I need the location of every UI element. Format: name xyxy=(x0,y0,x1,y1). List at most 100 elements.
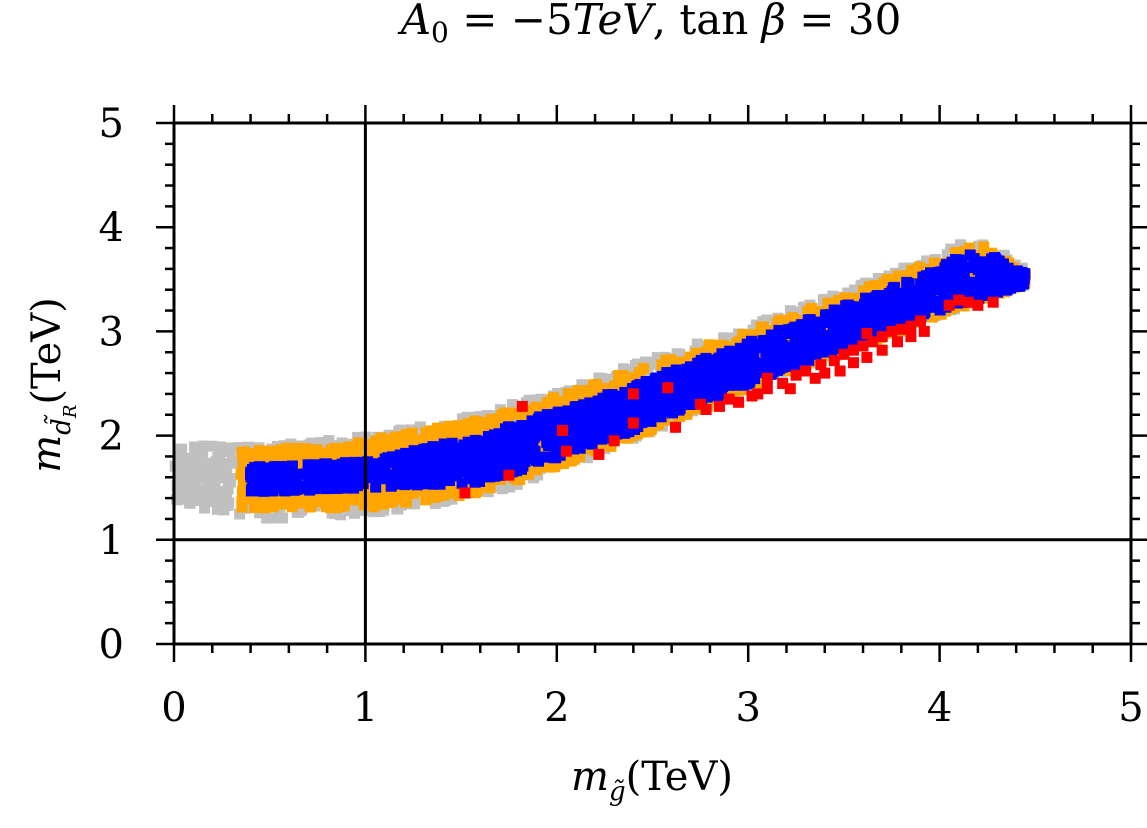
blue-point xyxy=(589,408,601,420)
blue-point xyxy=(691,381,703,392)
orange-point xyxy=(911,268,923,280)
gray-point xyxy=(222,500,234,511)
gray-point xyxy=(213,454,225,466)
gray-point xyxy=(618,363,629,375)
blue-point xyxy=(995,271,1007,283)
blue-point xyxy=(604,404,616,416)
y-axis-label-group: md̃R(TeV) xyxy=(24,297,81,473)
orange-point xyxy=(335,443,347,455)
red-point xyxy=(905,320,917,332)
blue-point xyxy=(540,451,552,463)
blue-point xyxy=(568,443,580,455)
blue-point xyxy=(484,470,496,481)
orange-point xyxy=(523,468,534,480)
gray-point xyxy=(856,279,868,291)
gray-point xyxy=(496,483,508,495)
orange-point xyxy=(864,281,875,293)
blue-point xyxy=(613,421,624,432)
blue-point xyxy=(532,429,544,441)
blue-point xyxy=(955,260,967,272)
orange-point xyxy=(294,457,306,469)
blue-point xyxy=(557,437,569,449)
orange-point xyxy=(292,442,304,454)
red-point xyxy=(627,417,639,429)
red-point xyxy=(752,388,764,400)
gray-point xyxy=(294,505,306,517)
blue-point xyxy=(501,434,512,446)
orange-point xyxy=(310,490,322,502)
orange-point xyxy=(461,431,473,442)
gray-point xyxy=(199,462,211,474)
orange-point xyxy=(552,398,564,410)
blue-point xyxy=(372,472,384,484)
gray-point xyxy=(576,379,588,391)
blue-point xyxy=(635,387,647,399)
blue-point xyxy=(625,398,637,410)
orange-point xyxy=(353,437,364,449)
red-point xyxy=(905,331,917,343)
orange-point xyxy=(525,461,537,473)
blue-point xyxy=(470,467,482,478)
blue-point xyxy=(857,319,869,331)
orange-point xyxy=(363,438,375,450)
blue-point xyxy=(420,478,432,490)
blue-point xyxy=(487,448,499,460)
orange-point xyxy=(424,425,436,437)
blue-point xyxy=(642,403,654,414)
blue-point xyxy=(277,482,289,494)
blue-point xyxy=(931,284,943,296)
red-point xyxy=(809,372,821,384)
orange-point xyxy=(268,447,280,459)
blue-point xyxy=(915,278,927,290)
x-tick-label: 1 xyxy=(353,685,378,731)
orange-point xyxy=(372,436,384,448)
blue-point xyxy=(302,459,314,471)
blue-point xyxy=(731,378,743,390)
blue-point xyxy=(798,326,810,338)
blue-point xyxy=(497,456,508,467)
orange-point xyxy=(452,420,464,432)
blue-point xyxy=(811,316,823,328)
blue-point xyxy=(411,479,423,491)
orange-point xyxy=(580,389,592,401)
y-tick-label: 4 xyxy=(99,205,124,251)
blue-point xyxy=(501,425,513,437)
blue-point xyxy=(486,455,498,467)
blue-point xyxy=(434,478,446,490)
red-point xyxy=(848,344,859,356)
gray-point xyxy=(898,262,910,274)
orange-point xyxy=(737,329,749,341)
blue-point xyxy=(393,475,405,487)
blue-point xyxy=(824,309,836,321)
orange-point xyxy=(690,348,702,360)
red-point xyxy=(895,323,907,335)
blue-point xyxy=(966,280,978,292)
red-point xyxy=(828,355,840,367)
blue-point xyxy=(260,464,272,476)
blue-point xyxy=(456,477,468,489)
blue-point xyxy=(460,462,472,473)
blue-point xyxy=(673,404,685,416)
blue-point xyxy=(540,422,552,434)
gray-point xyxy=(172,494,184,506)
blue-point xyxy=(533,421,545,433)
blue-point xyxy=(918,308,930,320)
blue-point xyxy=(254,480,266,492)
gray-point xyxy=(172,473,184,485)
gray-point xyxy=(643,357,655,369)
blue-point xyxy=(812,333,824,345)
chart-title: A0 = −5TeV, tan β = 30 xyxy=(397,0,902,49)
blue-point xyxy=(733,372,745,384)
blue-point xyxy=(531,454,542,466)
y-tick-label: 2 xyxy=(99,414,124,460)
blue-point xyxy=(582,412,594,424)
gray-point xyxy=(214,446,226,458)
blue-point xyxy=(508,441,520,453)
gray-point xyxy=(209,475,221,486)
blue-point xyxy=(983,260,995,271)
blue-point xyxy=(713,376,725,388)
blue-point xyxy=(348,477,360,489)
orange-point xyxy=(243,493,255,504)
blue-point xyxy=(765,359,777,371)
blue-point xyxy=(689,374,701,386)
